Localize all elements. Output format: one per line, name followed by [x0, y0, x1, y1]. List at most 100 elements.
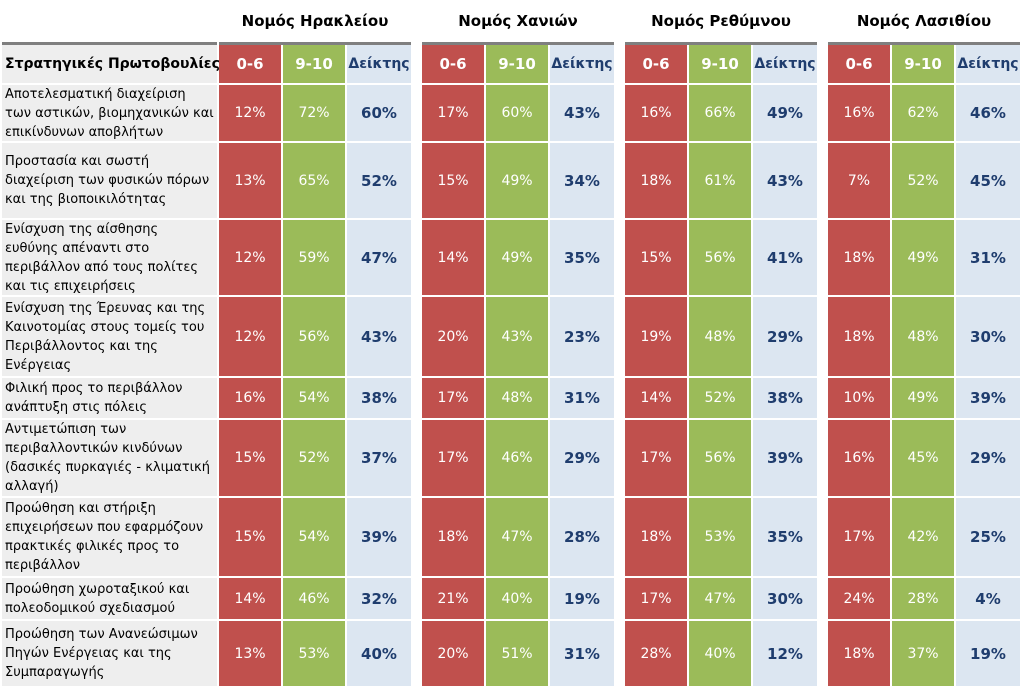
data-cell: 17% — [625, 578, 687, 619]
data-cell: 62% — [892, 85, 954, 141]
data-cell: 49% — [486, 143, 548, 218]
data-cell: 40% — [486, 578, 548, 619]
data-cell: 13% — [219, 143, 281, 218]
data-cell: 59% — [283, 220, 345, 295]
data-cell: 42% — [892, 498, 954, 576]
column-header: Δείκτης — [956, 45, 1020, 83]
data-cell: 47% — [347, 220, 411, 295]
data-cell: 12% — [753, 621, 817, 686]
data-cell: 19% — [956, 621, 1020, 686]
row-label: Προώθηση των Ανανεώσιμων Πηγών Ενέργειας… — [2, 621, 217, 686]
data-cell: 39% — [956, 378, 1020, 418]
data-cell: 53% — [689, 498, 751, 576]
data-cell: 49% — [892, 220, 954, 295]
column-header: 0-6 — [422, 45, 484, 83]
data-cell: 28% — [550, 498, 614, 576]
data-cell: 14% — [625, 378, 687, 418]
data-cell: 65% — [283, 143, 345, 218]
region-rule — [422, 42, 614, 45]
data-cell: 16% — [828, 420, 890, 496]
data-cell: 52% — [892, 143, 954, 218]
data-cell: 29% — [550, 420, 614, 496]
data-cell: 60% — [486, 85, 548, 141]
data-cell: 45% — [892, 420, 954, 496]
data-cell: 24% — [828, 578, 890, 619]
data-cell: 21% — [422, 578, 484, 619]
data-cell: 38% — [753, 378, 817, 418]
data-cell: 18% — [422, 498, 484, 576]
data-cell: 35% — [753, 498, 817, 576]
data-cell: 16% — [625, 85, 687, 141]
data-cell: 15% — [219, 498, 281, 576]
column-header: 9-10 — [486, 45, 548, 83]
data-cell: 34% — [550, 143, 614, 218]
column-header: Δείκτης — [550, 45, 614, 83]
data-cell: 38% — [347, 378, 411, 418]
header-rule — [2, 42, 217, 45]
data-cell: 47% — [689, 578, 751, 619]
data-cell: 56% — [689, 420, 751, 496]
data-cell: 37% — [892, 621, 954, 686]
data-cell: 29% — [753, 297, 817, 376]
data-cell: 32% — [347, 578, 411, 619]
data-cell: 15% — [625, 220, 687, 295]
data-cell: 40% — [347, 621, 411, 686]
data-cell: 61% — [689, 143, 751, 218]
data-cell: 43% — [550, 85, 614, 141]
data-cell: 13% — [219, 621, 281, 686]
data-cell: 29% — [956, 420, 1020, 496]
data-cell: 37% — [347, 420, 411, 496]
row-label: Προώθηση χωροταξικού και πολεοδομικού σχ… — [2, 578, 217, 619]
row-label: Ενίσχυση της Έρευνας και της Καινοτομίας… — [2, 297, 217, 376]
data-cell: 28% — [625, 621, 687, 686]
data-cell: 10% — [828, 378, 890, 418]
data-cell: 16% — [828, 85, 890, 141]
data-cell: 17% — [422, 420, 484, 496]
data-cell: 16% — [219, 378, 281, 418]
data-cell: 46% — [486, 420, 548, 496]
data-cell: 17% — [828, 498, 890, 576]
data-cell: 30% — [956, 297, 1020, 376]
data-cell: 4% — [956, 578, 1020, 619]
region-title: Νομός Ηρακλείου — [241, 12, 389, 30]
data-cell: 43% — [347, 297, 411, 376]
data-cell: 18% — [828, 297, 890, 376]
data-cell: 56% — [689, 220, 751, 295]
data-cell: 39% — [753, 420, 817, 496]
row-label: Ενίσχυση της αίσθησης ευθύνης απέναντι σ… — [2, 220, 217, 295]
data-cell: 18% — [828, 220, 890, 295]
data-cell: 43% — [753, 143, 817, 218]
data-cell: 66% — [689, 85, 751, 141]
data-cell: 47% — [486, 498, 548, 576]
data-cell: 17% — [422, 85, 484, 141]
data-cell: 72% — [283, 85, 345, 141]
data-cell: 56% — [283, 297, 345, 376]
data-cell: 25% — [956, 498, 1020, 576]
data-cell: 17% — [422, 378, 484, 418]
data-cell: 46% — [283, 578, 345, 619]
data-cell: 41% — [753, 220, 817, 295]
data-cell: 52% — [347, 143, 411, 218]
row-label: Αποτελεσματική διαχείριση των αστικών, β… — [2, 85, 217, 141]
data-cell: 49% — [753, 85, 817, 141]
data-cell: 48% — [892, 297, 954, 376]
data-cell: 51% — [486, 621, 548, 686]
data-cell: 14% — [422, 220, 484, 295]
data-cell: 18% — [625, 143, 687, 218]
data-cell: 15% — [422, 143, 484, 218]
data-cell: 40% — [689, 621, 751, 686]
data-cell: 20% — [422, 621, 484, 686]
data-cell: 52% — [283, 420, 345, 496]
data-cell: 18% — [828, 621, 890, 686]
data-cell: 31% — [550, 621, 614, 686]
data-cell: 48% — [689, 297, 751, 376]
data-cell: 46% — [956, 85, 1020, 141]
data-cell: 14% — [219, 578, 281, 619]
region-rule — [625, 42, 817, 45]
data-cell: 45% — [956, 143, 1020, 218]
row-label: Προώθηση και στήριξη επιχειρήσεων που εφ… — [2, 498, 217, 576]
row-label: Προστασία και σωστή διαχείριση των φυσικ… — [2, 143, 217, 218]
data-cell: 19% — [625, 297, 687, 376]
data-cell: 48% — [486, 378, 548, 418]
data-cell: 12% — [219, 85, 281, 141]
